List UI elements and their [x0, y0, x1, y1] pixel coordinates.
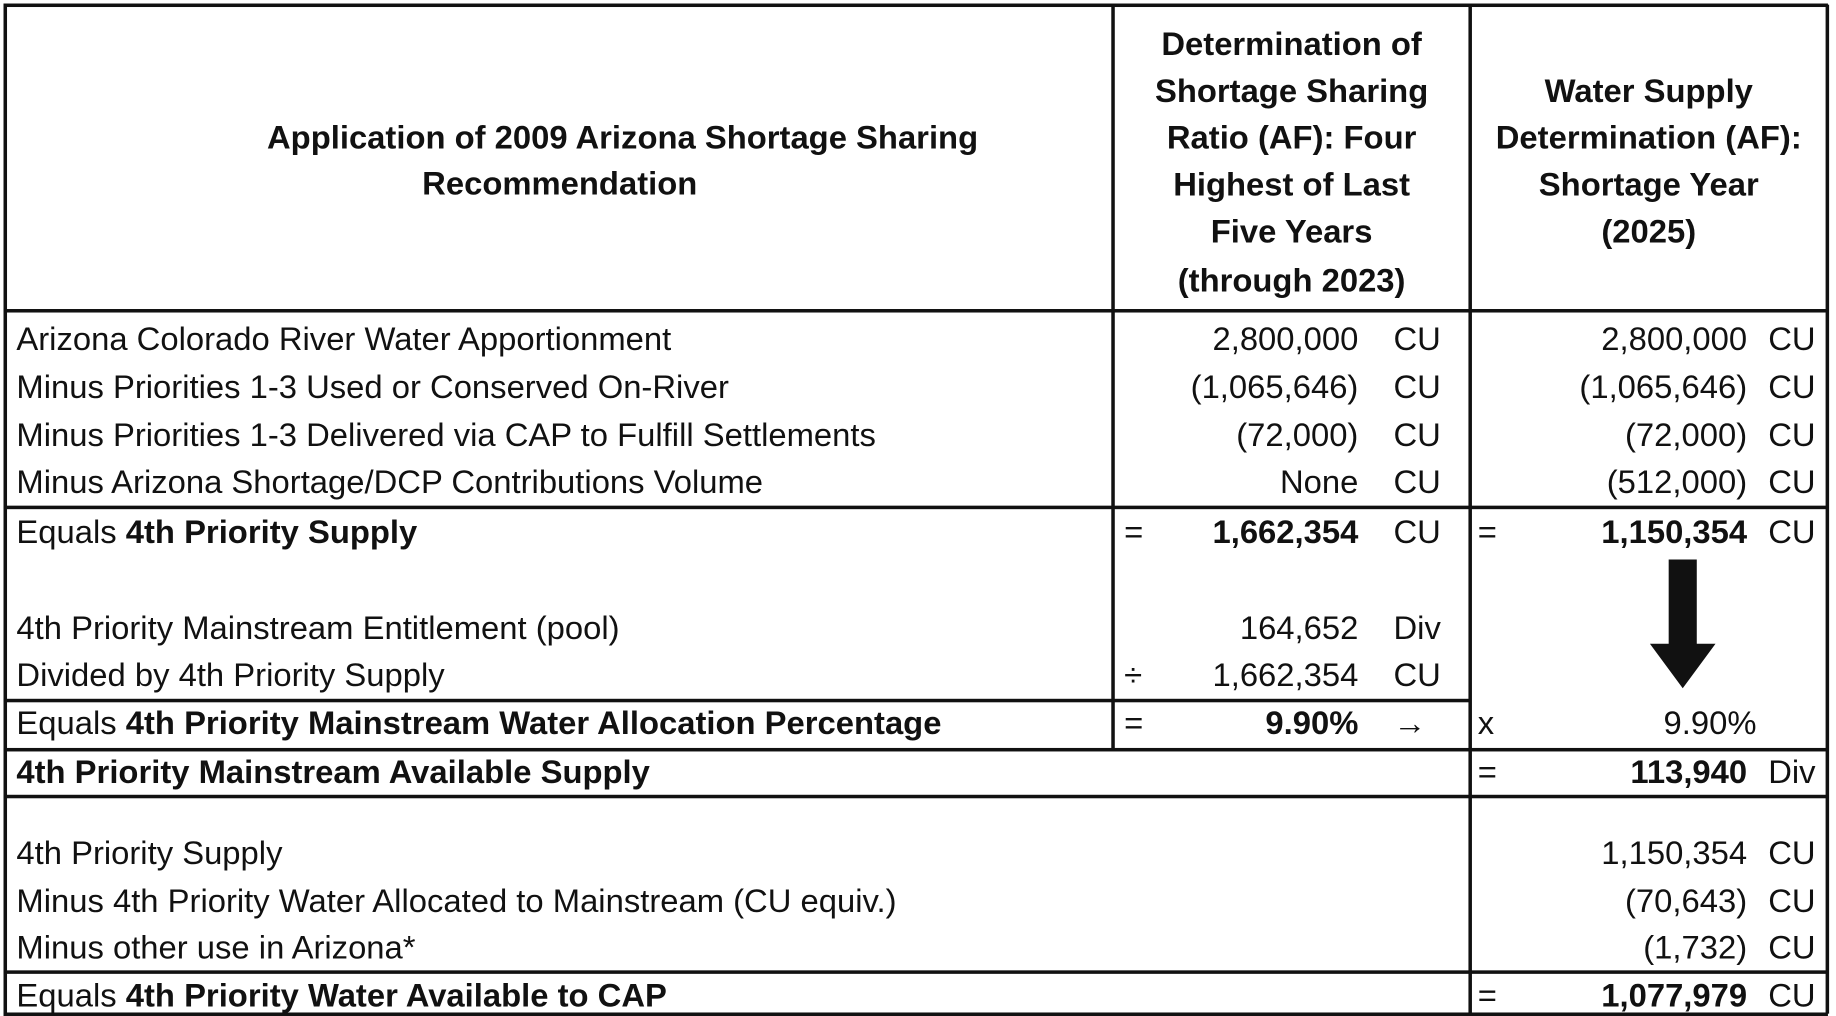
unit: CU — [1768, 977, 1816, 1014]
value: 9.90% — [1265, 704, 1359, 741]
value: (1,065,646) — [1579, 368, 1748, 405]
label-bold-text: 4th Priority Water Available to CAP — [125, 977, 667, 1014]
unit: CU — [1393, 368, 1441, 405]
label-text: Minus other use in Arizona* — [16, 929, 416, 966]
border — [1825, 4, 1829, 1014]
border — [3, 3, 1828, 7]
unit: CU — [1768, 882, 1816, 919]
header-text: Application of 2009 Arizona Shortage Sha… — [266, 119, 979, 156]
value: (1,732) — [1643, 929, 1748, 966]
unit: CU — [1768, 834, 1816, 871]
header-text: Shortage Sharing — [1154, 72, 1429, 109]
row-label: Minus Arizona Shortage/DCP Contributions… — [16, 464, 763, 501]
row-label: Minus Priorities 1-3 Delivered via CAP t… — [16, 417, 875, 454]
value: 113,940 — [1630, 753, 1748, 791]
header-text: (2025) — [1601, 213, 1697, 250]
row-label: Minus other use in Arizona* — [16, 929, 415, 966]
label-text: Divided by 4th Priority Supply — [16, 656, 445, 693]
row-label: Minus 4th Priority Water Allocated to Ma… — [16, 883, 896, 920]
header-text: (through 2023) — [1177, 262, 1406, 299]
border — [3, 970, 1828, 974]
operator: = — [1477, 977, 1497, 1014]
label-text: Equals — [16, 977, 126, 1014]
value: 1,662,354 — [1212, 513, 1359, 551]
unit: CU — [1768, 463, 1816, 500]
value: 1,150,354 — [1601, 513, 1748, 551]
operator: = — [1477, 753, 1497, 791]
label-bold-text: 4th Priority Supply — [125, 513, 418, 551]
label-text: Minus Priorities 1-3 Used or Conserved O… — [16, 368, 729, 405]
border — [1468, 4, 1472, 1014]
unit: CU — [1768, 929, 1816, 966]
header-text: Ratio (AF): Four — [1166, 119, 1417, 156]
border — [3, 4, 7, 1014]
label-text: Minus 4th Priority Water Allocated to Ma… — [16, 882, 897, 919]
label-text: 4th Priority Supply — [16, 834, 283, 871]
unit: CU — [1393, 656, 1441, 693]
border — [3, 505, 1828, 509]
unit: CU — [1393, 320, 1441, 358]
value: (512,000) — [1606, 463, 1748, 500]
value: (72,000) — [1236, 416, 1359, 453]
border — [3, 698, 1471, 702]
unit: Div — [1393, 609, 1441, 647]
unit: → — [1393, 704, 1427, 741]
label-text: Equals — [16, 513, 126, 551]
value: 2,800,000 — [1212, 320, 1359, 358]
border — [3, 747, 1828, 751]
header-text: Determination of — [1161, 25, 1422, 63]
operator: x — [1477, 704, 1495, 741]
border — [3, 1012, 1828, 1016]
label-text: Minus Arizona Shortage/DCP Contributions… — [16, 463, 764, 500]
value: 9.90% — [1663, 704, 1757, 741]
row-label: Equals 4th Priority Water Available to C… — [16, 977, 667, 1014]
label-text: Arizona Colorado River Water Apportionme… — [16, 320, 672, 358]
header-text: Recommendation — [422, 165, 698, 202]
operator: ÷ — [1124, 656, 1143, 693]
unit: CU — [1393, 463, 1441, 500]
row-label: 4th Priority Mainstream Entitlement (poo… — [16, 610, 619, 647]
header-text: Water Supply — [1544, 72, 1753, 109]
value: 1,150,354 — [1601, 834, 1748, 871]
row-label: Divided by 4th Priority Supply — [16, 657, 444, 694]
operator: = — [1124, 704, 1144, 741]
value: (70,643) — [1625, 882, 1748, 919]
row-label: Arizona Colorado River Water Apportionme… — [16, 321, 671, 358]
value: 2,800,000 — [1601, 320, 1748, 358]
operator: = — [1124, 513, 1144, 551]
unit: CU — [1768, 320, 1816, 358]
row-label: 4th Priority Mainstream Available Supply — [16, 754, 649, 791]
header-text: Shortage Year — [1538, 166, 1759, 203]
value: 1,662,354 — [1212, 656, 1359, 693]
unit: CU — [1768, 368, 1816, 405]
row-label: 4th Priority Supply — [16, 835, 282, 872]
value: 164,652 — [1239, 609, 1359, 647]
label-text: Minus Priorities 1-3 Delivered via CAP t… — [16, 416, 876, 453]
header-text: Five Years — [1210, 213, 1373, 250]
row-label: Equals 4th Priority Supply — [16, 514, 417, 551]
row-label: Minus Priorities 1-3 Used or Conserved O… — [16, 369, 728, 406]
unit: CU — [1768, 513, 1816, 551]
header-text: Highest of Last — [1173, 166, 1411, 203]
label-text: Equals — [16, 704, 126, 741]
unit: Div — [1768, 753, 1816, 791]
unit: CU — [1768, 416, 1816, 453]
unit: CU — [1393, 513, 1441, 551]
border — [3, 794, 1828, 798]
row-label: Equals 4th Priority Mainstream Water All… — [16, 705, 941, 742]
value: 1,077,979 — [1601, 977, 1748, 1014]
header-text: Determination (AF): — [1495, 119, 1802, 156]
unit: CU — [1393, 416, 1441, 453]
value: (72,000) — [1625, 416, 1748, 453]
border — [3, 309, 1828, 312]
label-bold-text: 4th Priority Mainstream Available Supply — [16, 753, 650, 791]
value: None — [1279, 463, 1359, 500]
label-bold-text: 4th Priority Mainstream Water Allocation… — [125, 704, 942, 741]
value: (1,065,646) — [1190, 368, 1359, 405]
border — [1111, 4, 1115, 750]
label-text: 4th Priority Mainstream Entitlement (poo… — [16, 609, 620, 647]
operator: = — [1477, 513, 1497, 551]
down-arrow — [1649, 559, 1716, 689]
